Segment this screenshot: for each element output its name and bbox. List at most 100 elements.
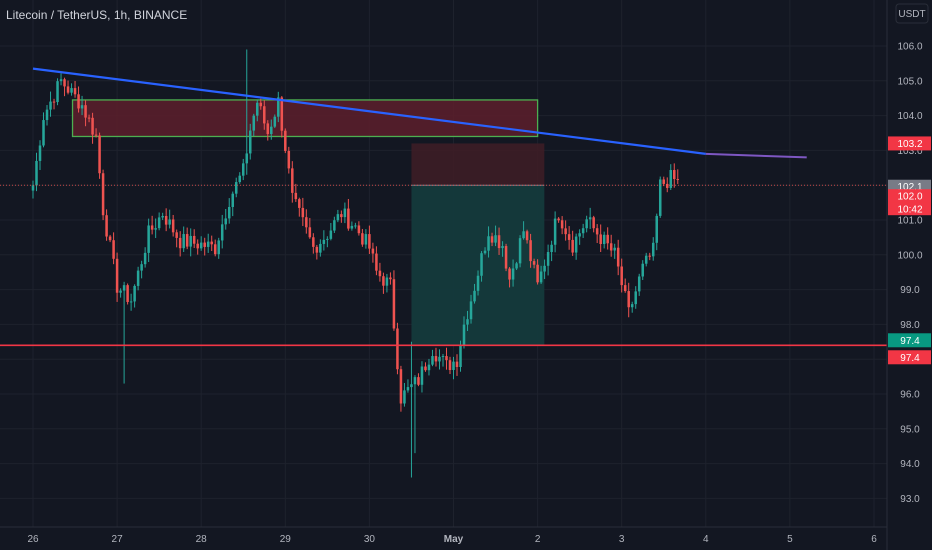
candle-body xyxy=(277,97,280,117)
chart-title: Litecoin / TetherUS, 1h, BINANCE xyxy=(6,8,188,22)
candles-layer xyxy=(31,49,680,478)
candle-body xyxy=(49,101,52,110)
candle-body xyxy=(658,179,662,216)
candle-body xyxy=(129,301,133,303)
candle-body xyxy=(480,253,483,276)
time-tick-label: 30 xyxy=(364,534,376,545)
candle-body xyxy=(171,219,175,233)
candle-body xyxy=(403,390,406,404)
price-tag-box xyxy=(888,333,931,348)
candle-body xyxy=(192,235,196,244)
candle-body xyxy=(213,244,217,255)
candle-body xyxy=(644,255,648,264)
price-tick-label: 100.0 xyxy=(897,250,922,261)
price-tag-label: 97.4 xyxy=(900,353,920,364)
candle-body xyxy=(189,235,192,247)
candle-body xyxy=(557,218,560,221)
candle-body xyxy=(522,231,525,239)
candle-body xyxy=(291,168,294,193)
candle-body xyxy=(602,234,606,245)
price-tick-label: 95.0 xyxy=(900,424,920,435)
candle-body xyxy=(182,234,185,249)
candle-body xyxy=(266,123,270,135)
candle-body xyxy=(294,192,298,200)
candle-body xyxy=(150,225,154,230)
candle-body xyxy=(220,224,224,241)
price-tick-label: 96.0 xyxy=(900,390,920,401)
time-tick-label: 3 xyxy=(619,534,625,545)
time-tick-label: 26 xyxy=(27,534,39,545)
candle-body xyxy=(322,239,326,244)
candle-body xyxy=(108,236,112,241)
price-tick-label: 101.0 xyxy=(897,216,922,227)
candle-body xyxy=(210,241,213,245)
candle-body xyxy=(648,255,651,257)
candle-body xyxy=(529,240,532,262)
candle-body xyxy=(676,179,680,181)
time-tick-label: 29 xyxy=(280,534,292,545)
candle-body xyxy=(350,225,354,229)
candle-body xyxy=(592,217,595,229)
candle-body xyxy=(319,243,322,253)
candle-body xyxy=(80,105,84,109)
candle-body xyxy=(357,225,361,234)
candle-body xyxy=(669,170,673,188)
price-tick-label: 94.0 xyxy=(900,459,920,470)
trendline xyxy=(32,67,706,155)
candle-body xyxy=(504,246,508,269)
candle-body xyxy=(434,356,438,362)
candle-body xyxy=(532,261,536,265)
candle-body xyxy=(637,276,641,292)
candle-body xyxy=(382,276,385,286)
candle-body xyxy=(564,228,567,235)
candle-body xyxy=(301,207,305,218)
candle-body xyxy=(347,208,350,229)
candle-body xyxy=(273,116,277,127)
candle-body xyxy=(445,356,448,361)
candle-body xyxy=(662,179,666,184)
time-tick-label: 4 xyxy=(703,534,709,545)
candle-body xyxy=(490,236,494,243)
candle-body xyxy=(42,120,45,146)
price-tag-label: 102.0 xyxy=(897,192,922,203)
candle-body xyxy=(312,237,315,247)
time-tick-label: 2 xyxy=(535,534,541,545)
candle-body xyxy=(630,304,634,308)
candle-body xyxy=(623,285,627,292)
price-tick-label: 104.0 xyxy=(897,111,922,122)
price-axis-background xyxy=(887,0,932,550)
candle-body xyxy=(469,301,473,320)
candle-body xyxy=(98,135,101,174)
candle-body xyxy=(45,109,49,121)
candle-body xyxy=(112,240,115,259)
candle-body xyxy=(497,235,501,249)
candle-body xyxy=(343,208,347,218)
candle-body xyxy=(466,319,469,325)
price-tag-label: 97.4 xyxy=(900,336,920,347)
candle-body xyxy=(487,236,490,251)
candle-body xyxy=(252,115,256,131)
candle-body xyxy=(655,215,659,243)
candle-body xyxy=(227,206,231,219)
overlay-layer xyxy=(0,67,887,347)
price-tag-box xyxy=(888,202,931,216)
candle-body xyxy=(511,268,515,280)
candle-body xyxy=(567,234,571,240)
candle-body xyxy=(248,130,252,154)
candle-body xyxy=(234,182,238,194)
candle-body xyxy=(378,270,382,277)
candle-body xyxy=(199,242,203,249)
candle-body xyxy=(424,366,427,371)
candle-body xyxy=(164,215,168,225)
candle-body xyxy=(361,233,364,245)
currency-label-box[interactable] xyxy=(895,3,929,24)
candle-body xyxy=(616,247,620,267)
candle-body xyxy=(140,264,143,271)
time-axis[interactable]: 26 27 28 29 30 May 2 3 4 5 6 xyxy=(27,534,877,545)
candle-body xyxy=(196,243,199,249)
candle-body xyxy=(371,248,375,254)
candle-body xyxy=(161,215,164,218)
candle-body xyxy=(305,217,308,228)
